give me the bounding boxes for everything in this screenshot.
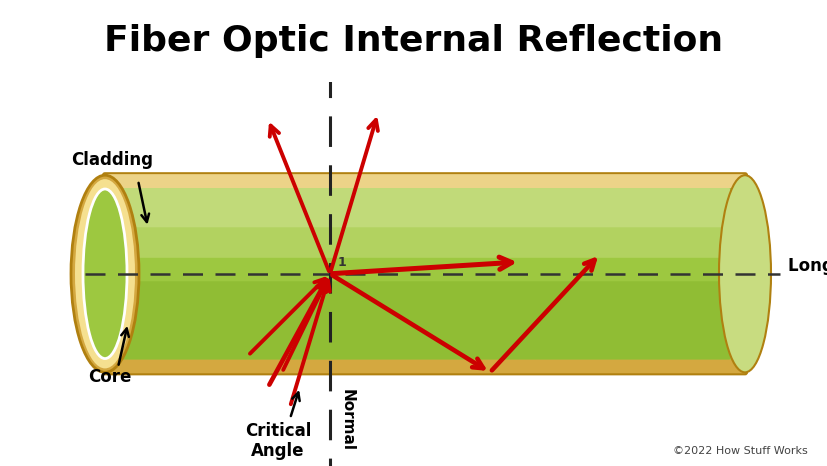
FancyBboxPatch shape [120,281,729,360]
FancyBboxPatch shape [106,174,743,265]
FancyBboxPatch shape [120,188,729,227]
Text: Fiber Optic Internal Reflection: Fiber Optic Internal Reflection [104,24,723,58]
Text: 1: 1 [337,256,347,269]
FancyBboxPatch shape [120,188,729,258]
Text: Core: Core [88,368,131,386]
Ellipse shape [718,175,770,372]
FancyBboxPatch shape [118,188,731,360]
Text: Long Axis: Long Axis [787,257,827,275]
FancyBboxPatch shape [106,174,743,226]
FancyBboxPatch shape [103,173,746,374]
Text: ©2022 How Stuff Works: ©2022 How Stuff Works [672,446,806,456]
Text: Critical
Angle: Critical Angle [245,422,311,460]
Text: Normal: Normal [340,389,355,451]
Ellipse shape [83,189,127,358]
Text: Cladding: Cladding [71,151,153,170]
Ellipse shape [75,179,135,369]
Ellipse shape [71,175,139,372]
